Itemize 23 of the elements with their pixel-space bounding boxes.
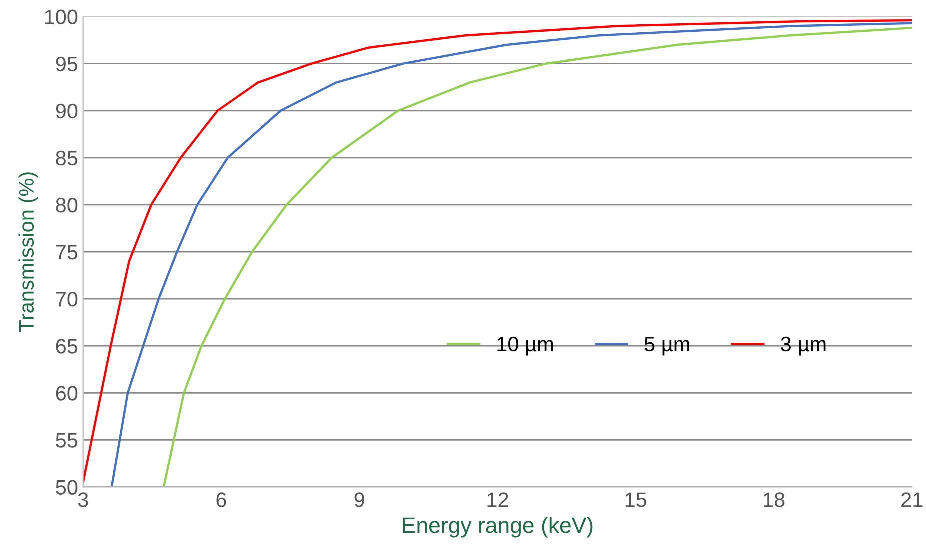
x-tick-label: 3 (78, 492, 88, 508)
y-tick-label: 50 (56, 480, 78, 495)
y-tick-label: 65 (56, 339, 78, 354)
y-tick-label: 100 (45, 10, 78, 25)
x-axis-title: Energy range (keV) (403, 517, 593, 538)
y-axis-title: Transmission (%) (18, 172, 38, 332)
y-tick-label: 80 (56, 198, 78, 213)
y-tick-label: 75 (56, 245, 78, 260)
y-tick-label: 60 (56, 386, 78, 401)
y-tick-label: 90 (56, 104, 78, 119)
x-tick-label: 21 (902, 492, 923, 508)
legend-label: 5 µm (644, 337, 690, 356)
legend-label: 3 µm (781, 336, 826, 356)
x-tick-label: 6 (216, 492, 226, 508)
x-tick-label: 9 (354, 492, 364, 508)
x-tick-label: 12 (488, 492, 508, 508)
y-tick-label: 85 (56, 150, 78, 166)
x-tick-label: 18 (764, 492, 785, 508)
y-tick-label: 70 (56, 292, 78, 307)
x-tick-label: 15 (626, 492, 647, 508)
legend-label: 10 µm (498, 336, 554, 356)
y-tick-label: 95 (56, 56, 78, 72)
y-tick-label: 55 (56, 433, 78, 448)
